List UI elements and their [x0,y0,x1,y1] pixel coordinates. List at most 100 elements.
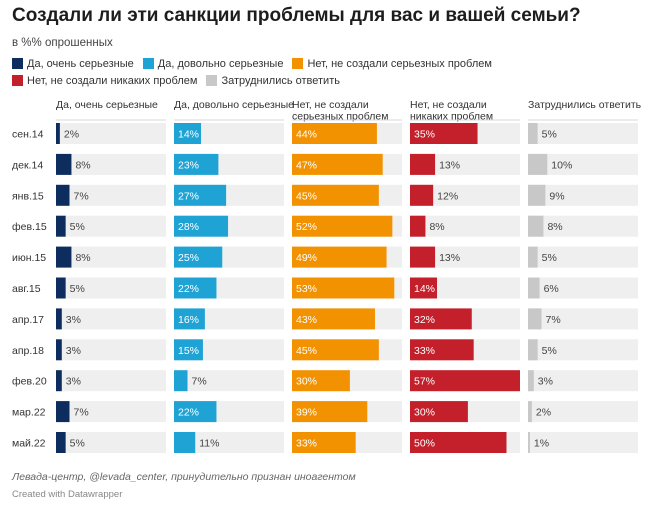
data-label: 45% [296,345,317,357]
bar-background [56,370,166,392]
bar [528,123,538,144]
bar [410,277,438,299]
bar-background [174,123,284,144]
data-label: 5% [70,283,85,295]
row-label: фев.20 [12,376,47,388]
data-label: 5% [542,345,557,357]
data-label: 3% [538,376,553,388]
legend-item: Да, очень серьезные [12,58,134,70]
data-label: 52% [296,221,317,233]
bar [528,184,546,206]
bar [56,370,62,392]
data-label: 45% [296,190,317,202]
bar [410,246,436,268]
bar [56,153,72,175]
data-label: 39% [296,407,317,419]
bar [56,215,66,237]
legend-label: Нет, не создали никаких проблем [27,75,198,87]
bar-background [410,277,520,299]
data-label: 8% [75,159,90,171]
bar [56,277,66,299]
data-label: 43% [296,314,317,326]
data-label: 11% [199,438,219,450]
data-label: 35% [414,129,435,141]
data-label: 5% [542,252,557,264]
bar-background [56,339,166,361]
row-label: апр.17 [12,314,44,326]
data-label: 5% [542,129,557,141]
bar [528,432,530,453]
column-header: Да, довольно серьезные [174,99,294,111]
row-label: авг.15 [12,283,41,295]
bar [292,401,368,423]
bar-background [56,432,166,453]
bar-background [528,370,638,392]
bar [528,370,534,392]
bar [292,432,356,453]
source-note: Левада-центр, @levada_center, принудител… [12,471,356,483]
data-label: 53% [296,283,317,295]
bar-background [528,123,638,144]
bar [292,123,377,144]
data-label: 14% [414,283,435,295]
data-label: 13% [439,159,460,171]
bar-background [56,184,166,206]
bar [410,432,507,453]
data-label: 3% [66,376,81,388]
legend-label: Затруднились ответить [221,75,340,87]
bar-background [410,184,520,206]
bar [174,153,219,175]
bar-background [56,277,166,299]
bar [174,432,196,453]
legend-label: Да, очень серьезные [27,58,134,70]
bar [410,123,478,144]
bar [174,184,227,206]
bar [174,123,202,144]
bar-background [410,215,520,237]
bar [174,246,223,268]
bar [410,184,434,206]
bar [410,339,474,361]
data-label: 15% [178,345,199,357]
data-label: 7% [192,376,207,388]
bar-background [410,153,520,175]
data-label: 27% [178,190,199,202]
bar [410,370,520,392]
data-label: 1% [534,438,549,450]
data-label: 14% [178,129,199,141]
data-label: 30% [296,376,317,388]
data-label: 32% [414,314,435,326]
bar-background [528,308,638,330]
bar [174,339,203,361]
data-label: 50% [414,438,435,450]
data-label: 28% [178,221,199,233]
bar [292,339,379,361]
bar [410,153,436,175]
legend-label: Да, довольно серьезные [157,58,284,70]
data-label: 7% [74,190,89,202]
bar [410,401,468,423]
legend-item: Нет, не создали серьезных проблем [292,58,492,70]
data-label: 3% [66,314,81,326]
row-label: дек.14 [12,159,43,171]
data-label: 33% [296,438,317,450]
data-label: 47% [296,159,317,171]
legend-swatch [206,75,218,86]
data-label: 5% [70,438,85,450]
bar-background [528,246,638,268]
row-label: апр.18 [12,345,44,357]
legend-swatch [12,58,23,69]
bar [56,246,72,268]
bar [528,277,540,299]
data-label: 5% [70,221,85,233]
bar-background [528,401,638,423]
data-label: 8% [75,252,90,264]
bar [410,308,472,330]
bar [292,215,393,237]
data-label: 2% [64,129,79,141]
bar-background [56,123,166,144]
bar-background [528,432,638,453]
bar-background [174,370,284,392]
bar [410,215,426,237]
legend-item: Да, довольно серьезные [142,58,284,70]
